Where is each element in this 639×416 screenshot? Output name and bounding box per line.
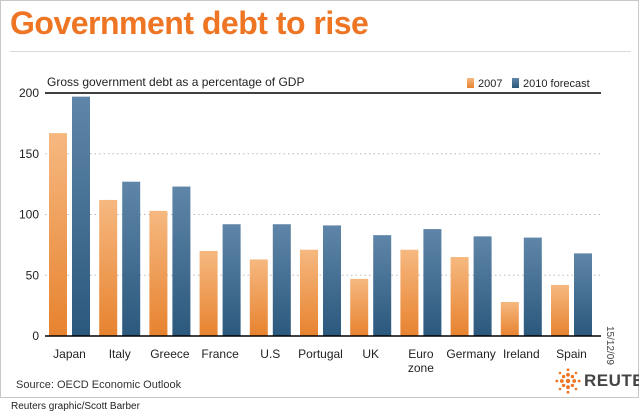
x-category-label: Germany bbox=[446, 347, 495, 361]
x-category-label: U.S bbox=[260, 347, 280, 361]
bar-chart: Gross government debt as a percentage of… bbox=[19, 75, 601, 375]
bar-italy-2010-forecast bbox=[122, 181, 141, 336]
bar-italy-2007 bbox=[99, 199, 118, 336]
x-category-label: France bbox=[201, 347, 239, 361]
reuters-logo: REUTERS bbox=[555, 368, 639, 394]
legend-label-2010-forecast: 2010 forecast bbox=[523, 78, 590, 90]
x-category-label: Japan bbox=[53, 347, 86, 361]
bar-japan-2010-forecast bbox=[72, 96, 90, 336]
title-divider bbox=[10, 51, 631, 52]
y-tick-label: 100 bbox=[19, 208, 39, 222]
x-category-label: Ireland bbox=[503, 347, 540, 361]
legend-label-2007: 2007 bbox=[478, 78, 502, 90]
bar-portugal-2010-forecast bbox=[323, 225, 341, 336]
reuters-dots-icon bbox=[555, 368, 581, 394]
bar-spain-2007 bbox=[551, 284, 569, 336]
x-category-label: Spain bbox=[556, 347, 587, 361]
x-category-label: Greece bbox=[150, 347, 190, 361]
bar-france-2007 bbox=[199, 250, 218, 336]
y-tick-label: 150 bbox=[19, 147, 39, 161]
bar-u-s-2010-forecast bbox=[272, 224, 291, 336]
bar-germany-2010-forecast bbox=[473, 236, 492, 336]
bar-japan-2007 bbox=[49, 133, 67, 336]
bar-uk-2010-forecast bbox=[373, 235, 392, 336]
bar-greece-2007 bbox=[149, 210, 168, 336]
bar-spain-2010-forecast bbox=[574, 253, 592, 336]
bar-france-2010-forecast bbox=[222, 224, 241, 336]
x-category-label: Portugal bbox=[298, 347, 343, 361]
bar-germany-2007 bbox=[450, 257, 469, 336]
y-tick-label: 0 bbox=[32, 329, 39, 343]
x-category-label: zone bbox=[408, 361, 434, 375]
bar-greece-2010-forecast bbox=[172, 186, 191, 336]
x-category-label: UK bbox=[362, 347, 379, 361]
graphic-credit: Reuters graphic/Scott Barber bbox=[11, 401, 140, 412]
bar-euro-zone-2010-forecast bbox=[423, 229, 442, 336]
reuters-wordmark: REUTERS bbox=[584, 371, 639, 390]
y-tick-label: 50 bbox=[26, 268, 40, 282]
x-category-label: Italy bbox=[109, 347, 131, 361]
bar-euro-zone-2007 bbox=[400, 249, 419, 336]
y-tick-label: 200 bbox=[19, 86, 39, 100]
chart-panel: Government debt to rise Gross government… bbox=[0, 0, 639, 398]
bar-portugal-2007 bbox=[300, 249, 318, 336]
legend-swatch-2010-forecast bbox=[512, 78, 519, 88]
x-category-label: Euro bbox=[408, 347, 434, 361]
chart-subtitle: Gross government debt as a percentage of… bbox=[47, 75, 304, 89]
source-note: Source: OECD Economic Outlook bbox=[16, 379, 182, 391]
bar-ireland-2007 bbox=[500, 301, 519, 336]
chart-title: Government debt to rise bbox=[10, 5, 369, 41]
legend-swatch-2007 bbox=[467, 78, 474, 88]
date-stamp: 15/12/09 bbox=[604, 326, 615, 365]
bar-ireland-2010-forecast bbox=[523, 237, 542, 336]
bar-uk-2007 bbox=[350, 278, 369, 336]
bar-u-s-2007 bbox=[249, 259, 268, 336]
